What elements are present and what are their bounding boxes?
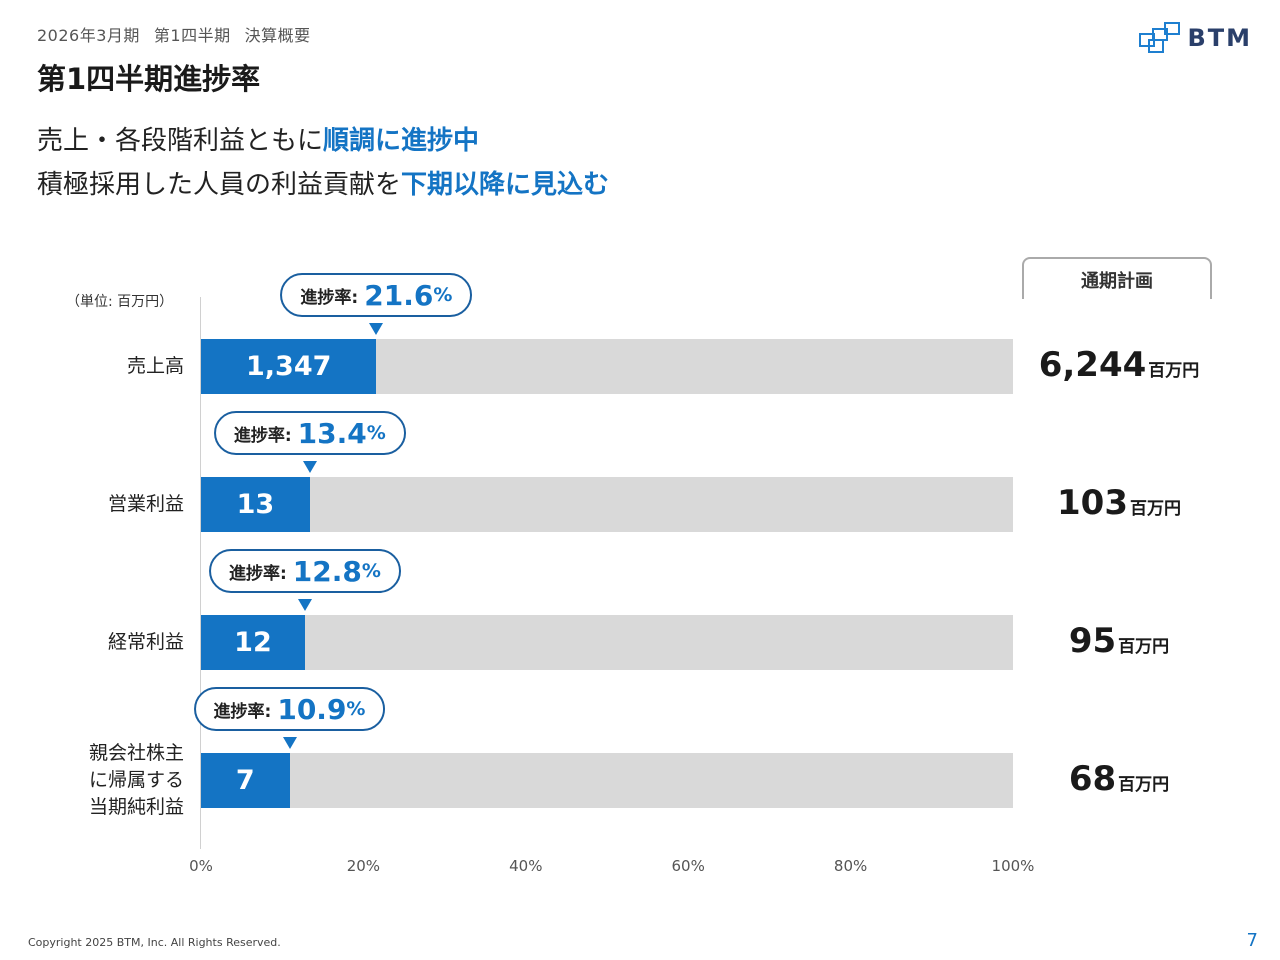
bar-track xyxy=(201,615,1013,670)
progress-pointer-icon xyxy=(282,737,297,749)
bar-track xyxy=(201,753,1013,808)
progress-label: 進捗率: xyxy=(213,701,272,722)
lead-line-2: 積極採用した人員の利益貢献を下期以降に見込む xyxy=(37,164,609,201)
logo-mark-icon xyxy=(1139,22,1181,53)
progress-label: 進捗率: xyxy=(228,563,287,584)
bar xyxy=(201,339,377,394)
plan-value: 68 百万円 xyxy=(1069,759,1169,799)
plan-header: 通期計画 xyxy=(1022,257,1212,299)
bar-value-label: 1,347 xyxy=(245,351,332,382)
eyebrow: 2026年3月期 第1四半期 決算概要 xyxy=(37,22,311,46)
plan-value: 103 百万円 xyxy=(1057,483,1181,523)
category-label: 経常利益 xyxy=(107,631,184,653)
plan-number: 6,244 xyxy=(1038,345,1147,385)
progress-bubble: 進捗率: 12.8% xyxy=(208,549,401,593)
lead-line-1-highlight: 順調に進捗中 xyxy=(323,126,480,156)
lead-line-2-highlight: 下期以降に見込む xyxy=(401,170,610,200)
plan-unit: 百万円 xyxy=(1118,775,1170,795)
x-tick-label: 0% xyxy=(189,857,213,875)
progress-rate: 13.4 xyxy=(297,416,367,450)
eyebrow-quarter: 第1四半期 xyxy=(153,26,231,45)
bar-track xyxy=(201,477,1013,532)
x-tick-label: 80% xyxy=(833,857,868,875)
plan-value: 95 百万円 xyxy=(1069,621,1169,661)
progress-percent-sign: % xyxy=(433,284,453,306)
plan-value: 6,244 百万円 xyxy=(1039,345,1200,385)
lead-line-2-plain: 積極採用した人員の利益貢献を xyxy=(37,170,402,200)
progress-label: 進捗率: xyxy=(300,287,359,308)
category-label: 売上高 xyxy=(126,355,184,377)
progress-label: 進捗率: xyxy=(233,425,292,446)
progress-bubble: 進捗率: 10.9% xyxy=(193,687,386,731)
progress-pointer-icon xyxy=(297,599,312,611)
progress-rate: 21.6 xyxy=(364,278,434,312)
lead-line-1: 売上・各段階利益ともに順調に進捗中 xyxy=(37,120,479,157)
bar-value-label: 13 xyxy=(236,489,275,520)
copyright: Copyright 2025 BTM, Inc. All Rights Rese… xyxy=(28,936,281,949)
progress-bubble: 進捗率: 13.4% xyxy=(213,411,406,455)
progress-rate: 12.8 xyxy=(292,554,362,588)
page-number: 7 xyxy=(1246,930,1258,951)
logo-text: BTM xyxy=(1187,24,1252,52)
y-axis-line xyxy=(200,297,201,849)
eyebrow-section: 決算概要 xyxy=(244,26,311,45)
progress-pointer-icon xyxy=(302,461,317,473)
page-title: 第1四半期進捗率 xyxy=(37,62,261,96)
bar xyxy=(201,477,310,532)
bar-value-label: 12 xyxy=(234,627,272,658)
progress-rate: 10.9 xyxy=(277,692,347,726)
progress-pointer-icon xyxy=(369,323,384,335)
progress-percent-sign: % xyxy=(361,560,381,582)
lead-line-1-plain: 売上・各段階利益ともに xyxy=(37,126,324,156)
x-tick-label: 60% xyxy=(671,857,705,875)
plan-number: 103 xyxy=(1057,483,1128,523)
company-logo: BTM xyxy=(1139,22,1252,54)
bar-value-label: 7 xyxy=(235,765,255,796)
x-tick-label: 20% xyxy=(346,857,381,875)
plan-number: 68 xyxy=(1068,759,1117,799)
progress-percent-sign: % xyxy=(346,698,366,720)
eyebrow-fiscal-year: 2026年3月期 xyxy=(37,26,140,45)
plan-unit: 百万円 xyxy=(1129,499,1181,519)
category-label: 営業利益 xyxy=(107,493,184,515)
plan-number: 95 xyxy=(1068,621,1117,661)
unit-note: （単位: 百万円） xyxy=(66,294,174,310)
plan-unit: 百万円 xyxy=(1148,361,1200,381)
progress-percent-sign: % xyxy=(366,422,386,444)
category-label: 親会社株主 に帰属する 当期純利益 xyxy=(88,742,184,818)
x-tick-label: 40% xyxy=(509,857,543,875)
bar xyxy=(201,753,290,808)
x-tick-label: 100% xyxy=(991,857,1035,875)
plan-unit: 百万円 xyxy=(1118,637,1170,657)
bar xyxy=(201,615,305,670)
progress-bubble: 進捗率: 21.6% xyxy=(280,273,473,317)
